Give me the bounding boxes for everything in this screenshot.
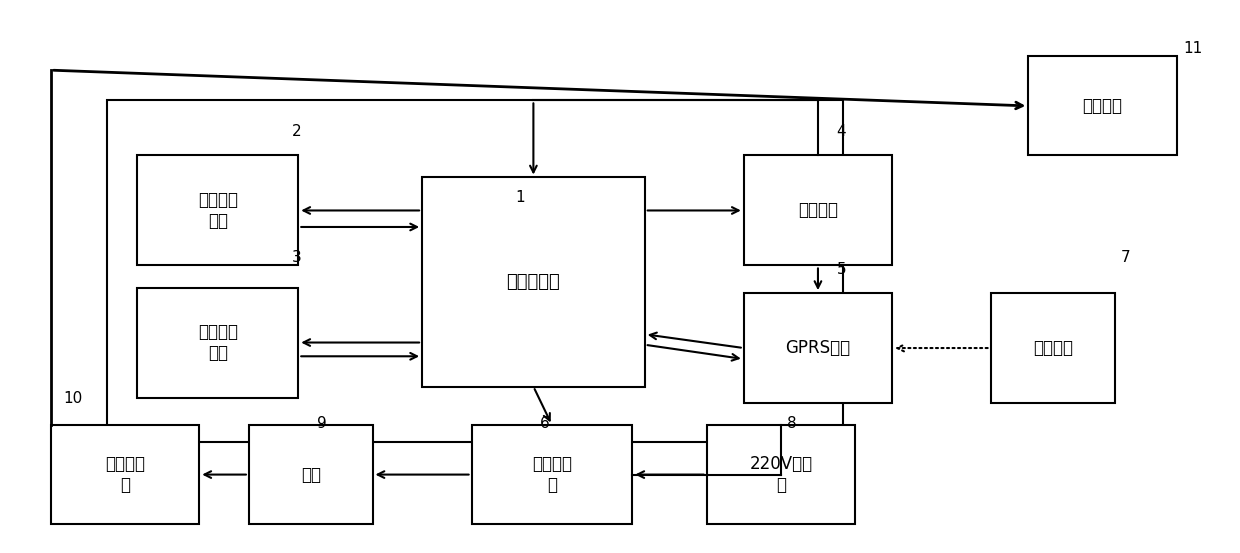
Text: 家用小水
库: 家用小水 库 xyxy=(105,455,145,494)
Text: 6: 6 xyxy=(539,415,549,431)
FancyBboxPatch shape xyxy=(249,425,372,524)
FancyBboxPatch shape xyxy=(991,293,1115,403)
Text: 超声测量
模块: 超声测量 模块 xyxy=(198,191,238,230)
Text: 9: 9 xyxy=(317,415,326,431)
Text: 家中水缸: 家中水缸 xyxy=(1083,97,1122,115)
FancyBboxPatch shape xyxy=(138,288,299,398)
FancyBboxPatch shape xyxy=(707,425,856,524)
FancyBboxPatch shape xyxy=(422,178,645,387)
Text: 10: 10 xyxy=(63,391,83,406)
Text: 8: 8 xyxy=(787,415,796,431)
Text: 220V交流
电: 220V交流 电 xyxy=(749,455,812,494)
FancyBboxPatch shape xyxy=(51,425,200,524)
Text: 4: 4 xyxy=(837,124,846,139)
Text: GPRS模块: GPRS模块 xyxy=(785,339,851,357)
FancyBboxPatch shape xyxy=(471,425,632,524)
Text: 水泵: 水泵 xyxy=(300,466,321,483)
FancyBboxPatch shape xyxy=(138,155,299,265)
Text: 2: 2 xyxy=(293,124,301,139)
Text: 核心控制器: 核心控制器 xyxy=(506,273,560,291)
Text: 1: 1 xyxy=(515,190,525,205)
Text: 用户手机: 用户手机 xyxy=(1033,339,1073,357)
FancyBboxPatch shape xyxy=(744,293,893,403)
FancyBboxPatch shape xyxy=(107,101,843,441)
Text: 3: 3 xyxy=(293,251,301,265)
FancyBboxPatch shape xyxy=(1028,56,1177,155)
Text: 温度测量
模块: 温度测量 模块 xyxy=(198,323,238,362)
Text: 5: 5 xyxy=(837,262,846,276)
Text: 7: 7 xyxy=(1121,251,1131,265)
Text: 11: 11 xyxy=(1183,41,1203,56)
FancyBboxPatch shape xyxy=(744,155,893,265)
Text: 电源模块: 电源模块 xyxy=(799,201,838,220)
Text: 继电器模
块: 继电器模 块 xyxy=(532,455,572,494)
